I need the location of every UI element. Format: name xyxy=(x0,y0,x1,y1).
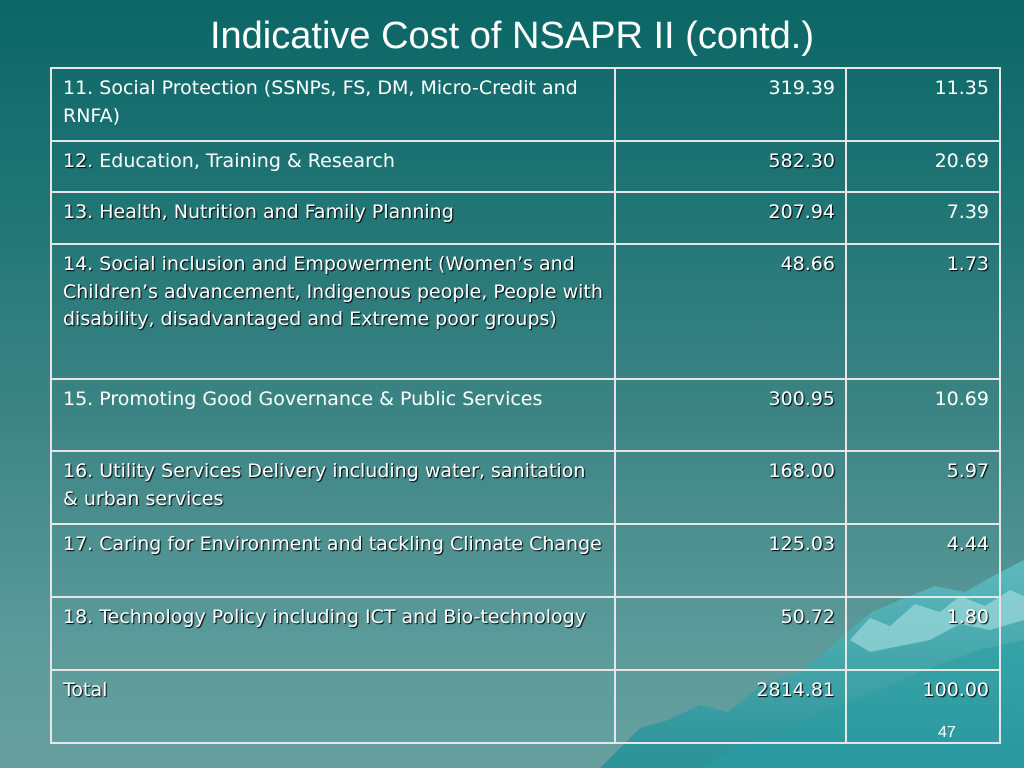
table-row-total: Total 2814.81 100.00 xyxy=(50,669,1001,744)
row-percent: 5.97 xyxy=(845,450,1001,525)
row-amount: 48.66 xyxy=(614,243,847,380)
table-row: 16. Utility Services Delivery including … xyxy=(50,450,1001,525)
row-label-number: 12. xyxy=(63,150,94,172)
row-percent: 4.44 xyxy=(845,523,1001,598)
row-percent: 7.39 xyxy=(845,191,1001,245)
slide-title: Indicative Cost of NSAPR II (contd.) xyxy=(209,15,814,57)
row-label-text: Education, Training & Research xyxy=(93,150,395,172)
table-row: 17. Caring for Environment and tackling … xyxy=(50,523,1001,598)
total-amount: 2814.81 xyxy=(614,669,847,744)
row-percent: 20.69 xyxy=(845,140,1001,193)
row-label: 18. Technology Policy including ICT and … xyxy=(50,596,616,671)
row-amount: 319.39 xyxy=(614,67,847,142)
row-percent: 1.73 xyxy=(845,243,1001,380)
total-label: Total xyxy=(50,669,616,744)
row-label: 11. Social Protection (SSNPs, FS, DM, Mi… xyxy=(50,67,616,142)
table-row: 15. Promoting Good Governance & Public S… xyxy=(50,378,1001,452)
row-label: 17. Caring for Environment and tackling … xyxy=(50,523,616,598)
row-amount: 207.94 xyxy=(614,191,847,245)
row-label: 14. Social inclusion and Empowerment (Wo… xyxy=(50,243,616,380)
cost-table: 11. Social Protection (SSNPs, FS, DM, Mi… xyxy=(50,67,1001,744)
table-row: 18. Technology Policy including ICT and … xyxy=(50,596,1001,671)
row-percent: 10.69 xyxy=(845,378,1001,452)
table-row: 12. Education, Training & Research 582.3… xyxy=(50,140,1001,193)
total-percent: 100.00 xyxy=(845,669,1001,744)
table-row: 14. Social inclusion and Empowerment (Wo… xyxy=(50,243,1001,380)
row-label: 13. Health, Nutrition and Family Plannin… xyxy=(50,191,616,245)
row-percent: 1.80 xyxy=(845,596,1001,671)
page-number: 47 xyxy=(938,724,956,741)
row-label: 16. Utility Services Delivery including … xyxy=(50,450,616,525)
row-amount: 50.72 xyxy=(614,596,847,671)
row-label: 12. Education, Training & Research xyxy=(50,140,616,193)
table-row: 11. Social Protection (SSNPs, FS, DM, Mi… xyxy=(50,67,1001,142)
row-amount: 125.03 xyxy=(614,523,847,598)
row-label: 15. Promoting Good Governance & Public S… xyxy=(50,378,616,452)
row-amount: 582.30 xyxy=(614,140,847,193)
row-amount: 300.95 xyxy=(614,378,847,452)
row-amount: 168.00 xyxy=(614,450,847,525)
row-percent: 11.35 xyxy=(845,67,1001,142)
table-row: 13. Health, Nutrition and Family Plannin… xyxy=(50,191,1001,245)
